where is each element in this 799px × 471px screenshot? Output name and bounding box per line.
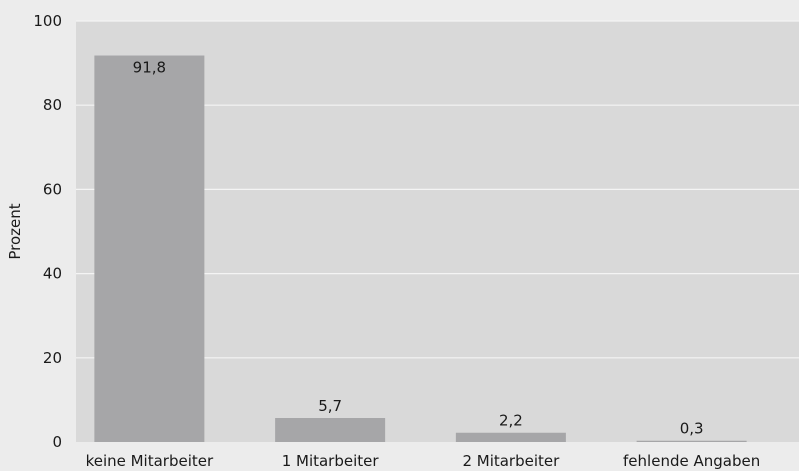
x-category-label: fehlende Angaben	[623, 452, 760, 470]
bar-value-label: 91,8	[133, 59, 166, 77]
y-tick-label: 100	[33, 12, 62, 30]
x-category-label: 2 Mitarbeiter	[462, 452, 560, 470]
y-tick-label: 20	[43, 349, 62, 367]
x-category-label: keine Mitarbeiter	[86, 452, 214, 470]
bar-value-label: 2,2	[499, 412, 523, 430]
y-axis-title: Prozent	[6, 203, 24, 259]
bar-value-label: 0,3	[680, 420, 704, 438]
bar	[636, 440, 747, 442]
y-axis-ticks: 0 20 40 60 80 100	[33, 12, 62, 451]
y-tick-label: 0	[52, 433, 62, 451]
x-category-label: 1 Mitarbeiter	[282, 452, 380, 470]
x-axis-categories: keine Mitarbeiter 1 Mitarbeiter 2 Mitarbei…	[86, 452, 761, 470]
bar	[275, 418, 386, 442]
y-tick-label: 40	[43, 265, 62, 283]
bar-value-label: 5,7	[318, 397, 342, 415]
y-tick-label: 80	[43, 96, 62, 114]
bar	[94, 55, 205, 442]
bars: 91,8 5,7 2,2 0,3	[94, 55, 747, 442]
y-tick-label: 60	[43, 180, 62, 198]
bar	[455, 432, 566, 442]
